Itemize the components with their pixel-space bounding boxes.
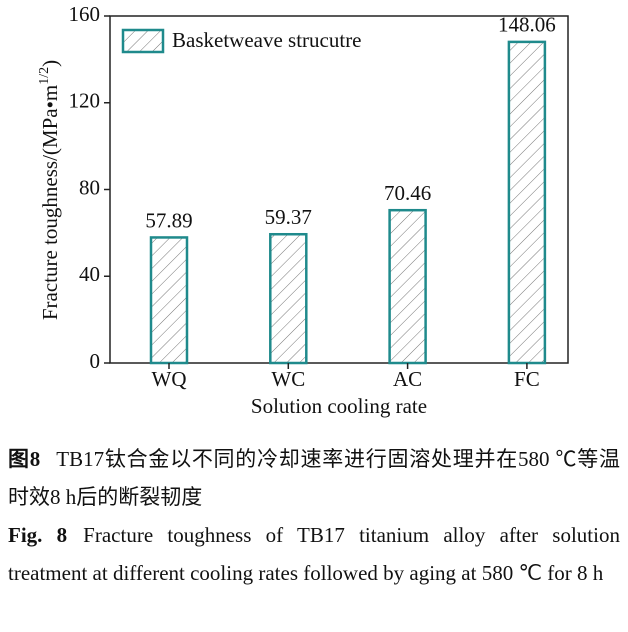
y-label-end: ) (38, 60, 62, 67)
chart: Fracture toughness/(MPa•m1/2) Solution c… (37, 2, 569, 418)
y-tick-label: 40 (79, 262, 100, 286)
y-tick-label: 80 (79, 175, 100, 199)
bar (269, 232, 308, 365)
caption-text: TB17钛合金以不同的冷却速率进行固溶处理并在580 ℃等温时效8 h后的断裂韧… (8, 447, 620, 509)
caption-text: Fracture toughness of TB17 titanium allo… (8, 523, 620, 585)
bar (149, 236, 189, 365)
value-label: 148.06 (498, 13, 556, 37)
legend-label: Basketweave strucutre (172, 28, 362, 52)
x-tick-label: AC (393, 367, 422, 391)
y-tick-label: 0 (90, 349, 101, 373)
y-tick-label: 160 (69, 2, 101, 26)
x-axis-title: Solution cooling rate (251, 394, 427, 418)
x-tick-label: WQ (152, 367, 187, 391)
caption-cn: 图8 TB17钛合金以不同的冷却速率进行固溶处理并在580 ℃等温时效8 h后的断… (8, 440, 620, 516)
x-tick-label: WC (271, 367, 305, 391)
caption-en: Fig. 8 Fracture toughness of TB17 titaniu… (8, 516, 620, 592)
value-label: 70.46 (384, 181, 431, 205)
bar (507, 40, 547, 365)
y-axis-title: Fracture toughness/(MPa•m1/2) (37, 60, 62, 320)
y-label: Fracture toughness/(MPa•m (38, 85, 62, 320)
bar (388, 208, 427, 365)
legend-swatch (121, 28, 165, 54)
y-label-sup: 1/2 (37, 67, 52, 85)
caption-label: Fig. 8 (8, 523, 68, 547)
x-tick-label: FC (514, 367, 540, 391)
y-tick-label: 120 (69, 89, 101, 113)
caption-label: 图8 (8, 447, 41, 471)
value-label: 57.89 (145, 208, 192, 232)
value-label: 59.37 (265, 205, 312, 229)
